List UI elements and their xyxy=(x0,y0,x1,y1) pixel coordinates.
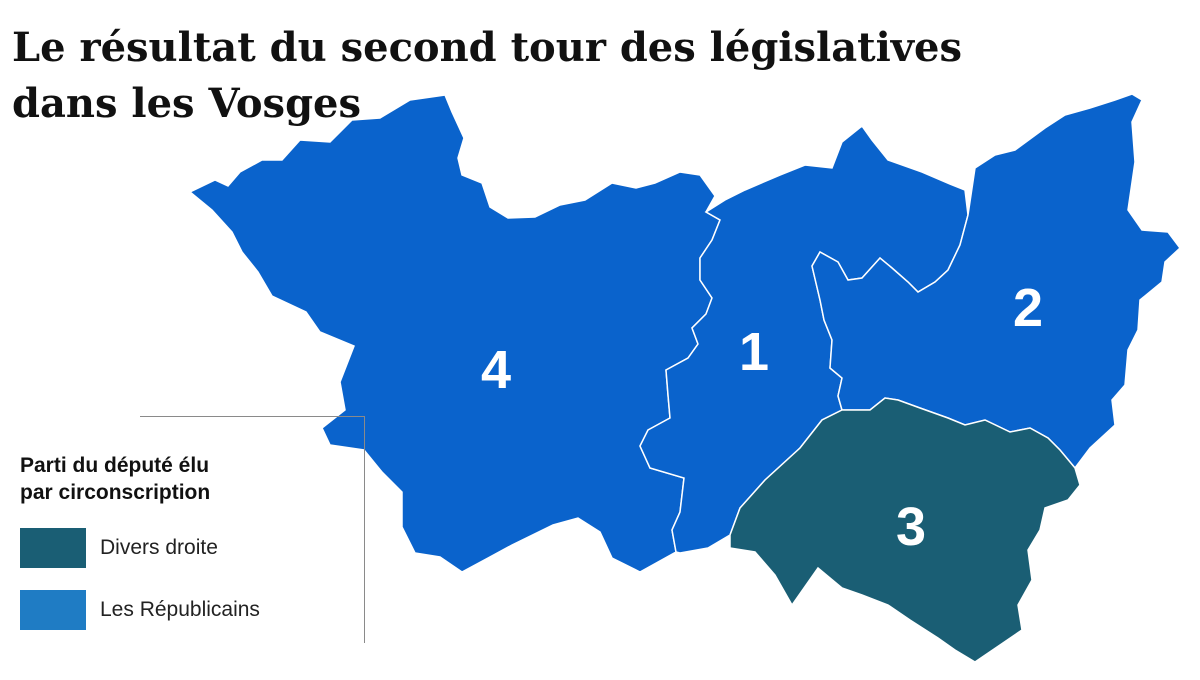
legend-label-divers-droite: Divers droite xyxy=(100,536,218,559)
circonscription-2-label: 2 xyxy=(1013,278,1043,338)
circonscription-3-region[interactable] xyxy=(729,397,1081,663)
legend-item-les-republicains: Les Républicains xyxy=(20,590,350,630)
title-line-2: dans les Vosges xyxy=(12,80,362,127)
page-title: Le résultat du second tour des législati… xyxy=(12,20,962,132)
legend-label-les-republicains: Les Républicains xyxy=(100,598,260,621)
legend-swatch-divers-droite xyxy=(20,528,86,568)
legend-swatch-les-republicains xyxy=(20,590,86,630)
circonscription-3-label: 3 xyxy=(896,497,926,557)
circonscription-1-label: 1 xyxy=(739,322,769,382)
title-line-1: Le résultat du second tour des législati… xyxy=(12,24,962,71)
legend-frame xyxy=(140,416,365,643)
legend-item-divers-droite: Divers droite xyxy=(20,528,350,568)
circonscription-4-label: 4 xyxy=(481,340,511,400)
legend-title: Parti du député élu par circonscription xyxy=(20,454,211,504)
legend: Parti du député élu par circonscription … xyxy=(20,452,350,652)
